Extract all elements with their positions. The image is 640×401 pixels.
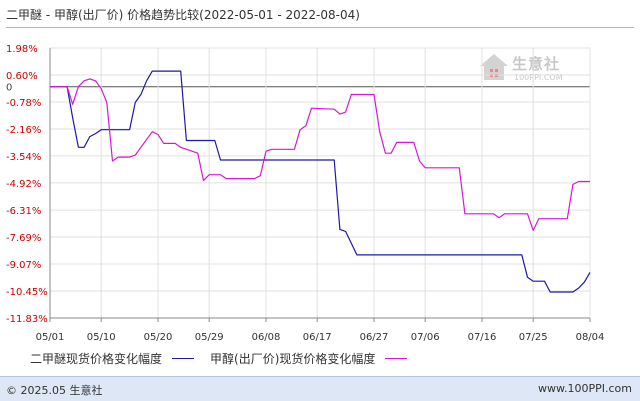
y-tick-label: 1.98% (6, 44, 38, 55)
legend-swatch-dme (172, 358, 195, 359)
footer-bar: © 2025.05 生意社 www.100PPI.com (0, 376, 640, 401)
x-tick-label: 07/06 (411, 332, 440, 343)
watermark-logo: 生意社 100PPI.COM (478, 52, 578, 92)
legend-label-methanol: 甲醇(出厂价)现货价格变化幅度 (210, 352, 376, 366)
watermark-url: 100PPI.COM (514, 73, 563, 82)
y-tick-label: 0.60% (6, 71, 38, 82)
y-tick-label: -2.16% (6, 125, 41, 136)
series-line-dme (50, 70, 591, 293)
house-icon (480, 54, 508, 80)
x-tick-label: 05/20 (144, 332, 173, 343)
footer-copyright: © 2025.05 生意社 (6, 384, 103, 397)
x-tick-label: 07/25 (519, 332, 548, 343)
x-tick-label: 06/27 (360, 332, 389, 343)
legend-label-dme: 二甲醚现货价格变化幅度 (30, 352, 163, 366)
y-tick-label: -6.31% (6, 206, 41, 217)
chart-legend: 二甲醚现货价格变化幅度 甲醇(出厂价)现货价格变化幅度 (30, 350, 632, 367)
legend-swatch-methanol (385, 358, 408, 359)
x-tick-label: 05/10 (87, 332, 116, 343)
x-tick-label: 08/04 (576, 332, 605, 343)
y-tick-label: -3.54% (6, 152, 41, 163)
x-tick-label: 05/29 (195, 332, 224, 343)
y-tick-label: -9.07% (6, 260, 41, 271)
watermark-name: 生意社 (512, 55, 561, 73)
y-tick-label: -4.92% (6, 179, 41, 190)
y-tick-label: -7.69% (6, 233, 41, 244)
series-line-methanol (50, 78, 590, 231)
x-tick-label: 05/01 (36, 332, 65, 343)
chart-title: 二甲醚 - 甲醇(出厂价) 价格趋势比较(2022-05-01 - 2022-0… (6, 8, 360, 22)
footer-site-link[interactable]: www.100PPI.com (538, 382, 632, 395)
x-tick-label: 07/16 (468, 332, 497, 343)
y-tick-label: -10.45% (6, 287, 48, 298)
title-divider (6, 27, 634, 28)
legend-item-dme: 二甲醚现货价格变化幅度 (30, 350, 195, 367)
x-tick-label: 06/17 (303, 332, 332, 343)
legend-item-methanol: 甲醇(出厂价)现货价格变化幅度 (210, 350, 408, 367)
y-tick-label: -11.83% (6, 314, 48, 325)
y-tick-label: -0.78% (6, 98, 41, 109)
y-tick-label: 0 (6, 83, 12, 94)
x-tick-label: 06/08 (252, 332, 281, 343)
